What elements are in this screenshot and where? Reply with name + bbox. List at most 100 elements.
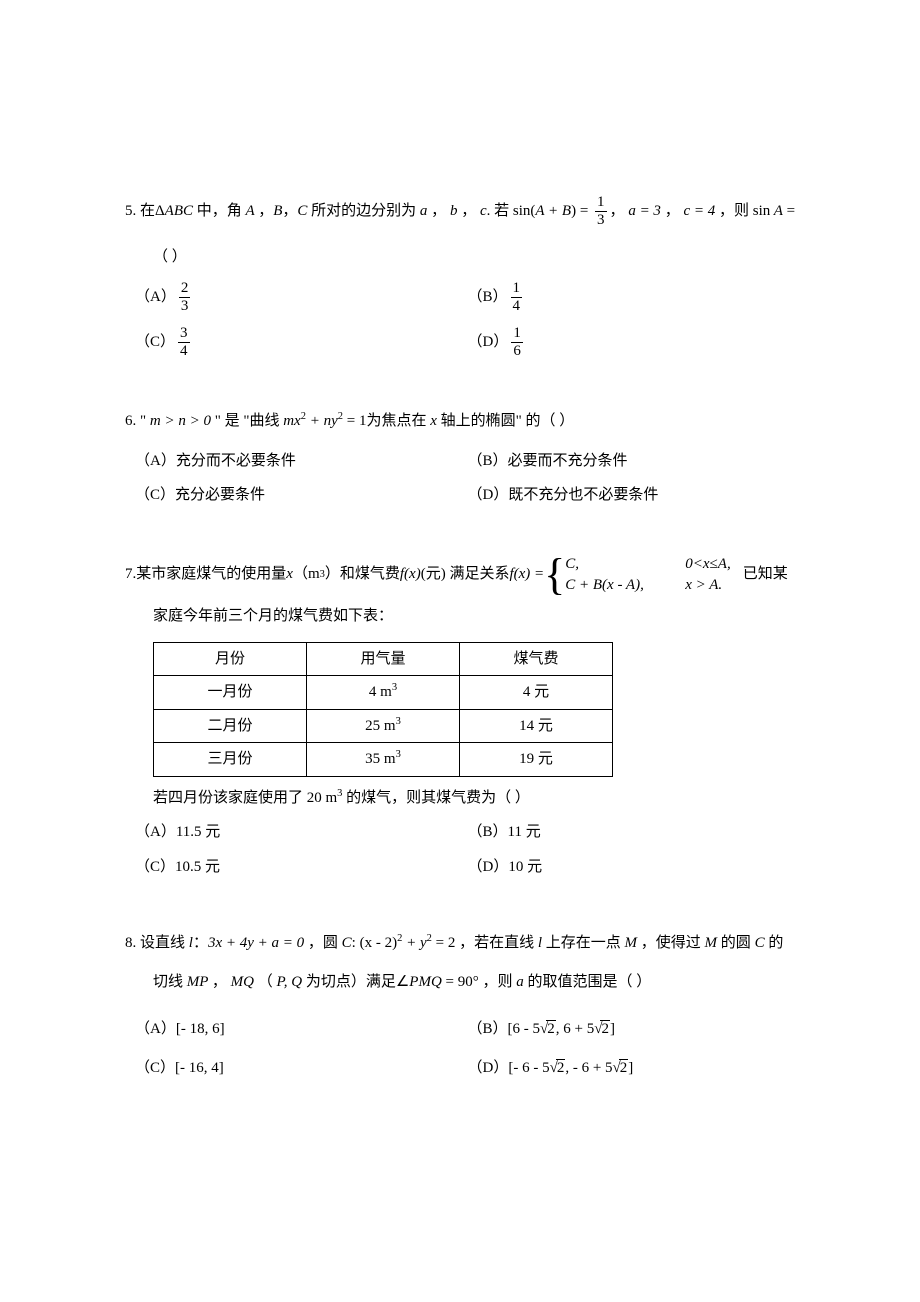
text: . 若 (487, 203, 513, 219)
q7-table: 月份 用气量 煤气费 一月份 4 m3 4 元 二月份 25 m3 14 元 三… (153, 642, 613, 777)
C: C (338, 935, 352, 951)
text: 的 (768, 935, 783, 951)
unit-cube: 3 (392, 682, 397, 693)
brace-icon: { (544, 553, 565, 597)
case2-right: x > A. (685, 575, 722, 596)
circle-eq-start: : (x - 2) (352, 935, 397, 951)
q6-option-B: （B）必要而不充分条件 (468, 450, 801, 473)
q8-stem: 8. 设直线 l：3x + 4y + a = 0 ，圆 C: (x - 2)2 … (125, 924, 800, 963)
q7-option-D: （D）10 元 (468, 856, 801, 879)
fx-eq: f(x) = (509, 558, 544, 591)
sqrt: √2 (540, 1018, 556, 1041)
mx: mx (279, 413, 300, 429)
q5-options-row2: （C） 34 （D） 16 (125, 326, 800, 359)
text: 在 (140, 203, 155, 219)
PMQ: PMQ (409, 974, 442, 990)
cell: 一月份 (154, 676, 307, 710)
q7-stem-line3: 若四月份该家庭使用了 20 m3 的煤气，则其煤气费为（ ） (125, 787, 800, 810)
label: （D） (468, 1060, 509, 1076)
val: 4 m (369, 684, 392, 700)
q7-stem-line2: 家庭今年前三个月的煤气费如下表： (125, 597, 800, 636)
page: 5. 在ΔABC 中，角 A ，B，C 所对的边分别为 a ， b ， c. 若… (0, 0, 920, 1302)
q7-options-row1: （A）11.5 元 （B）11 元 (125, 821, 800, 844)
fraction: 16 (511, 326, 523, 359)
q7-options-row2: （C）10.5 元 （D）10 元 (125, 856, 800, 879)
table-row: 三月份 35 m3 19 元 (154, 743, 613, 777)
text: 为切点）满足 (306, 974, 396, 990)
fx: f(x) (400, 558, 421, 591)
sqrt-arg: 2 (619, 1059, 629, 1076)
q5-option-A: （A） 23 (135, 281, 468, 314)
text: 中，角 (197, 203, 242, 219)
q8-number: 8. (125, 935, 136, 951)
table-row: 一月份 4 m3 4 元 (154, 676, 613, 710)
val: 35 m (365, 751, 395, 767)
text: ， (461, 203, 476, 219)
line-eq: 3x + 4y + a = 0 (208, 935, 308, 951)
text: （m (293, 558, 320, 591)
q6-stem: 6. " m > n > 0 " 是 "曲线 mx2 + ny2 = 1为焦点在… (125, 405, 800, 438)
label: （B） (468, 286, 508, 309)
case1-right: 0<x≤A, (685, 554, 730, 575)
q5-number: 5. (125, 203, 136, 219)
question-6: 6. " m > n > 0 " 是 "曲线 mx2 + ny2 = 1为焦点在… (125, 405, 800, 507)
text: ，则 (483, 974, 513, 990)
a3: a = 3 (628, 203, 664, 219)
q7-option-C: （C）10.5 元 (135, 856, 468, 879)
q8-option-B: （B）[6 - 5√2, 6 + 5√2] (468, 1018, 801, 1041)
fraction: 34 (178, 326, 190, 359)
text: [- 6 - 5 (508, 1060, 549, 1076)
text: ] (628, 1060, 633, 1076)
den: 4 (511, 297, 523, 314)
den: 3 (179, 297, 191, 314)
text: ， (258, 203, 273, 219)
text: 的取值范围是（ ） (528, 974, 652, 990)
den: 4 (178, 342, 190, 359)
b: b (446, 203, 461, 219)
sqrt: √2 (613, 1057, 629, 1080)
text: 上存在一点 (546, 935, 621, 951)
fraction: 13 (595, 195, 607, 228)
eq: = (783, 203, 795, 219)
text: ，则 (719, 203, 753, 219)
M: M (621, 935, 641, 951)
C: C (751, 935, 769, 951)
text: 若四月份该家庭使用了 20 m (153, 790, 337, 806)
text: 的圆 (721, 935, 751, 951)
MP: MP (183, 974, 212, 990)
a: a (416, 203, 431, 219)
delta: Δ (155, 203, 165, 219)
q6-option-D: （D）既不充分也不必要条件 (468, 484, 801, 507)
sqrt-arg: 2 (600, 1020, 610, 1037)
label: （D） (468, 331, 509, 354)
AplusB: A + B (535, 203, 571, 219)
q8-option-A: （A）[- 18, 6] (135, 1018, 468, 1041)
header-usage: 用气量 (307, 642, 460, 676)
angle: ∠ (396, 974, 409, 990)
q8-option-D: （D）[- 6 - 5√2, - 6 + 5√2] (468, 1057, 801, 1080)
text: (元) 满足关系 (421, 558, 510, 591)
case-row-1: C,0<x≤A, (565, 554, 730, 575)
text: ， (282, 203, 297, 219)
x: x (286, 558, 293, 591)
q6-number: 6. (125, 413, 136, 429)
q5-blank: （ ） (125, 246, 800, 269)
cell: 4 元 (460, 676, 613, 710)
sqrt: √2 (594, 1018, 610, 1041)
text: （ (258, 974, 273, 990)
eq1: = 1 (343, 413, 366, 429)
case-row-2: C + B(x - A), x > A. (565, 575, 730, 596)
q5-stem: 5. 在ΔABC 中，角 A ，B，C 所对的边分别为 a ， b ， c. 若… (125, 195, 800, 228)
text: 切线 (153, 974, 183, 990)
text: , 6 + 5 (556, 1021, 594, 1037)
fraction: 23 (179, 281, 191, 314)
text: ， (665, 203, 680, 219)
num: 1 (595, 195, 607, 211)
num: 2 (179, 281, 191, 297)
sin: sin( (513, 203, 536, 219)
unit-cube: 3 (396, 716, 401, 727)
eq90: = 90° (442, 974, 483, 990)
label: （A） (135, 286, 176, 309)
C: C (297, 203, 311, 219)
text: , - 6 + 5 (565, 1060, 612, 1076)
